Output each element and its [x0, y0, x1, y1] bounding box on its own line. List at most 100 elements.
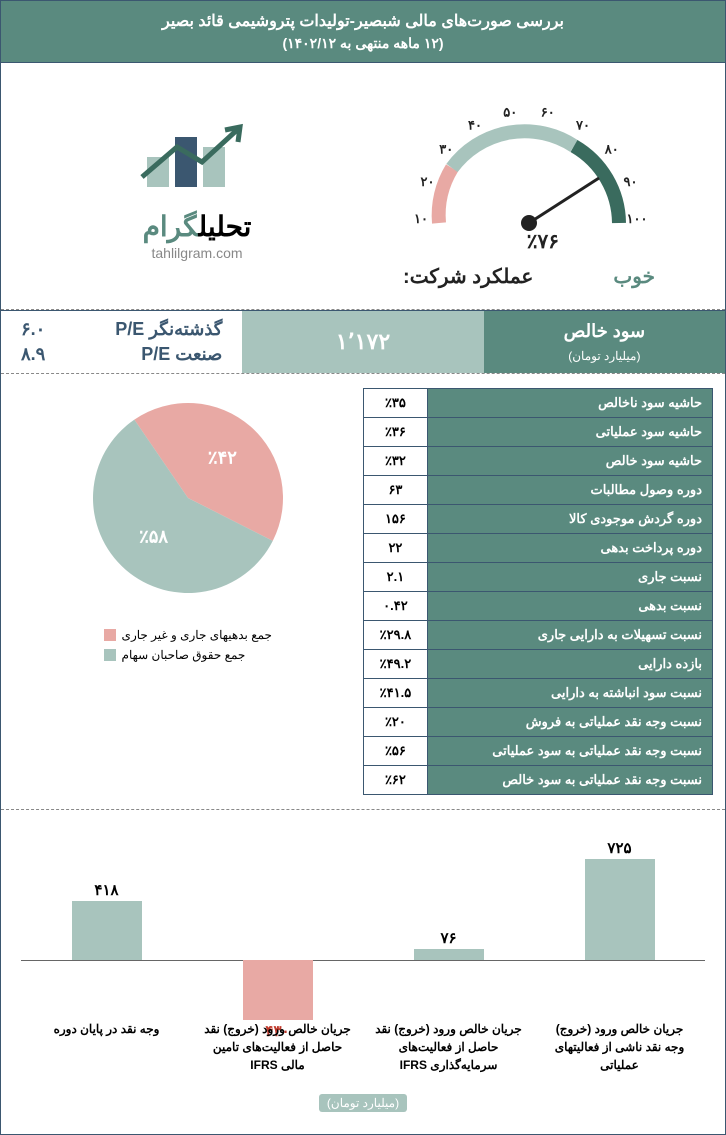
ratio-value: ٪۴۱.۵	[363, 679, 428, 708]
pie-legend: جمع بدهیهای جاری و غیر جاری جمع حقوق صاحب…	[104, 622, 272, 668]
ratio-row: دوره وصول مطالبات۶۳	[363, 476, 713, 505]
performance-label: عملکرد شرکت:	[403, 264, 533, 289]
ratio-value: ۶۳	[363, 476, 428, 505]
logo-url: tahlilgram.com	[151, 245, 242, 261]
ratio-value: ٪۲۰	[363, 708, 428, 737]
bar-rect	[72, 901, 142, 960]
header-title: بررسی صورت‌های مالی شبصیر-تولیدات پتروشی…	[1, 11, 725, 31]
ratio-name: نسبت وجه نقد عملیاتی به سود عملیاتی	[428, 737, 713, 766]
performance-value: خوب	[613, 264, 655, 289]
ratio-name: نسبت سود انباشته به دارایی	[428, 679, 713, 708]
ratio-value: ٪۳۶	[363, 418, 428, 447]
bar-label: جریان خالص ورود (خروج) نقد حاصل از فعالی…	[374, 1020, 524, 1074]
cashflow-bars: ۷۲۵ جریان خالص ورود (خروج) وجه نقد ناشی ا…	[21, 830, 705, 1090]
ratio-value: ٪۲۹.۸	[363, 621, 428, 650]
bar-value: ۷۶	[440, 929, 456, 947]
bar-rect	[414, 949, 484, 960]
pe-trailing-label: گذشته‌نگر P/E	[115, 319, 222, 340]
structure-pie: ٪۴۲ ٪۵۸	[78, 388, 298, 608]
svg-text:۱۰۰: ۱۰۰	[627, 211, 648, 226]
ratio-value: ٪۳۲	[363, 447, 428, 476]
net-profit-label: سود خالص	[564, 319, 646, 344]
net-profit-cell: سود خالص (میلیارد تومان)	[484, 311, 725, 373]
gauge-value: ٪۷۶	[527, 231, 559, 253]
ratio-value: ٪۳۵	[363, 389, 428, 418]
legend-swatch	[104, 629, 116, 641]
mid-section: حاشیه سود ناخالص٪۳۵حاشیه سود عملیاتی٪۳۶ح…	[1, 374, 725, 810]
ratio-value: ٪۶۲	[363, 766, 428, 795]
report-page: بررسی صورت‌های مالی شبصیر-تولیدات پتروشی…	[0, 0, 726, 1135]
ratio-name: دوره گردش موجودی کالا	[428, 505, 713, 534]
pe-industry-value: ۸.۹	[21, 344, 45, 365]
ratio-row: دوره پرداخت بدهی۲۲	[363, 534, 713, 563]
report-header: بررسی صورت‌های مالی شبصیر-تولیدات پتروشی…	[1, 1, 725, 63]
svg-text:٪۵۸: ٪۵۸	[139, 526, 168, 546]
ratio-value: ٪۴۹.۲	[363, 650, 428, 679]
legend-label: جمع بدهیهای جاری و غیر جاری	[122, 628, 272, 642]
svg-text:۹۰: ۹۰	[624, 174, 638, 189]
ratio-value: ۲۲	[363, 534, 428, 563]
bar-value: ۴۱۸	[94, 881, 118, 899]
ratio-name: نسبت وجه نقد عملیاتی به سود خالص	[428, 766, 713, 795]
ratio-name: دوره پرداخت بدهی	[428, 534, 713, 563]
ratio-row: نسبت وجه نقد عملیاتی به سود عملیاتی٪۵۶	[363, 737, 713, 766]
ratio-row: نسبت وجه نقد عملیاتی به سود خالص٪۶۲	[363, 766, 713, 795]
top-section: ۱۰۲۰۳۰۴۰۵۰۶۰۷۰۸۰۹۰۱۰۰ ٪۷۶ خوب عملکرد شرک…	[1, 63, 725, 310]
pe-industry-label: صنعت P/E	[141, 344, 222, 365]
net-profit-value: ۱٬۱۷۲	[336, 329, 390, 355]
ratio-name: حاشیه سود ناخالص	[428, 389, 713, 418]
svg-text:۳۰: ۳۰	[439, 142, 453, 157]
ratio-row: بازده دارایی٪۴۹.۲	[363, 650, 713, 679]
pe-trailing-value: ۶.۰	[21, 319, 45, 340]
ratio-row: نسبت بدهی۰.۴۲	[363, 592, 713, 621]
svg-text:٪۴۲: ٪۴۲	[208, 448, 237, 468]
ratio-row: حاشیه سود خالص٪۳۲	[363, 447, 713, 476]
ratio-name: بازده دارایی	[428, 650, 713, 679]
ratio-name: نسبت بدهی	[428, 592, 713, 621]
svg-text:۲۰: ۲۰	[421, 174, 435, 189]
ratio-name: حاشیه سود خالص	[428, 447, 713, 476]
bar-value: ۷۲۵	[607, 839, 631, 857]
gauge-panel: ۱۰۲۰۳۰۴۰۵۰۶۰۷۰۸۰۹۰۱۰۰ ٪۷۶ خوب عملکرد شرک…	[363, 83, 695, 289]
ratio-row: حاشیه سود عملیاتی٪۳۶	[363, 418, 713, 447]
svg-text:۶۰: ۶۰	[541, 105, 555, 120]
svg-text:۸۰: ۸۰	[604, 142, 619, 157]
bar-footer: (میلیارد تومان)	[21, 1090, 705, 1124]
ratio-row: نسبت تسهیلات به دارایی جاری٪۲۹.۸	[363, 621, 713, 650]
svg-text:۴۰: ۴۰	[468, 117, 482, 132]
net-profit-unit: (میلیارد تومان)	[568, 348, 640, 365]
ratio-row: نسبت سود انباشته به دارایی٪۴۱.۵	[363, 679, 713, 708]
bar-label: جریان خالص ورود (خروج) نقد حاصل از فعالی…	[203, 1020, 353, 1074]
legend-item: جمع حقوق صاحبان سهام	[104, 648, 272, 662]
performance-gauge: ۱۰۲۰۳۰۴۰۵۰۶۰۷۰۸۰۹۰۱۰۰ ٪۷۶	[389, 83, 669, 253]
ratio-name: نسبت وجه نقد عملیاتی به فروش	[428, 708, 713, 737]
ratio-row: نسبت وجه نقد عملیاتی به فروش٪۲۰	[363, 708, 713, 737]
ratio-value: ۰.۴۲	[363, 592, 428, 621]
logo-panel: تحلیلگرام tahlilgram.com	[31, 83, 363, 289]
bar-label: وجه نقد در پایان دوره	[32, 1020, 182, 1038]
ratio-row: نسبت جاری۲.۱	[363, 563, 713, 592]
metrics-bar: سود خالص (میلیارد تومان) ۱٬۱۷۲ گذشته‌نگر…	[1, 310, 725, 374]
pie-panel: ٪۴۲ ٪۵۸ جمع بدهیهای جاری و غیر جاری جمع حق…	[13, 388, 363, 795]
svg-text:۱۰: ۱۰	[414, 211, 428, 226]
ratio-value: ۱۵۶	[363, 505, 428, 534]
svg-text:۷۰: ۷۰	[575, 117, 590, 132]
ratio-row: حاشیه سود ناخالص٪۳۵	[363, 389, 713, 418]
ratio-name: حاشیه سود عملیاتی	[428, 418, 713, 447]
bar-label: جریان خالص ورود (خروج) وجه نقد ناشی از ف…	[545, 1020, 695, 1074]
ratio-name: نسبت تسهیلات به دارایی جاری	[428, 621, 713, 650]
logo-text: تحلیلگرام	[143, 210, 252, 243]
ratio-value: ۲.۱	[363, 563, 428, 592]
cashflow-section: ۷۲۵ جریان خالص ورود (خروج) وجه نقد ناشی ا…	[1, 810, 725, 1134]
logo-icon	[127, 112, 267, 202]
ratio-table: حاشیه سود ناخالص٪۳۵حاشیه سود عملیاتی٪۳۶ح…	[363, 388, 714, 795]
ratio-name: نسبت جاری	[428, 563, 713, 592]
unit-badge: (میلیارد تومان)	[319, 1094, 407, 1112]
axis-line	[21, 960, 705, 961]
pe-cell: گذشته‌نگر P/E ۶.۰ صنعت P/E ۸.۹	[1, 311, 242, 373]
bar-rect	[243, 960, 313, 1020]
legend-item: جمع بدهیهای جاری و غیر جاری	[104, 628, 272, 642]
ratio-name: دوره وصول مطالبات	[428, 476, 713, 505]
ratio-value: ٪۵۶	[363, 737, 428, 766]
legend-swatch	[104, 649, 116, 661]
